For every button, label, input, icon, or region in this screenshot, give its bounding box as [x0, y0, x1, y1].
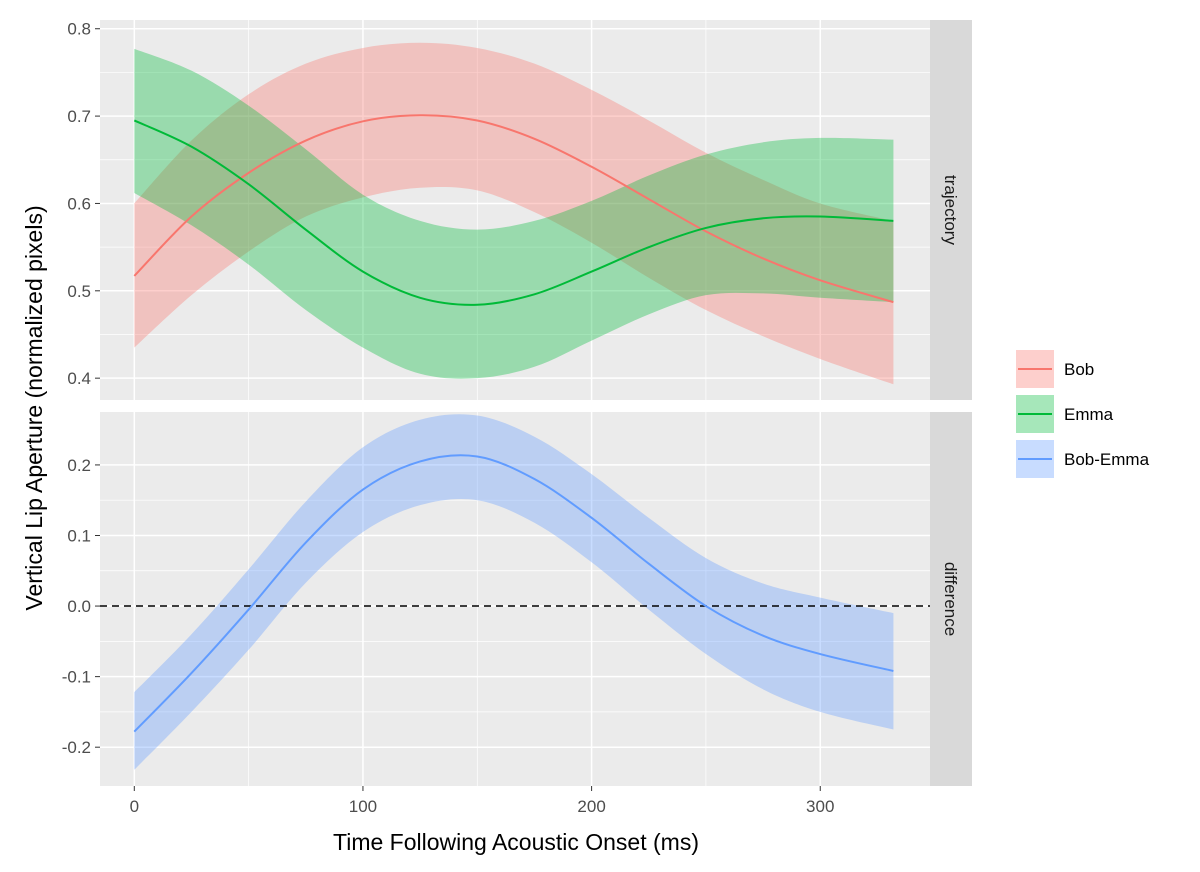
- legend-label: Bob: [1064, 360, 1094, 379]
- facet-strip-label: trajectory: [941, 175, 960, 245]
- chart-panels: 0.4 0.5 0.6 0.7 0.8 trajectory -0.2 -0.1 0.0 0.1 0…: [62, 20, 972, 786]
- x-tick-label: 100: [349, 797, 377, 816]
- y-tick-label: 0.2: [67, 456, 91, 475]
- x-axis: 0 100 200 300: [130, 786, 834, 816]
- facet-strip: [930, 412, 972, 786]
- facet-strip: [930, 20, 972, 400]
- x-tick-label: 200: [577, 797, 605, 816]
- x-tick-label: 0: [130, 797, 139, 816]
- panel-background: [100, 412, 930, 786]
- x-axis-title: Time Following Acoustic Onset (ms): [333, 829, 699, 855]
- ribbon-bob-emma: [134, 414, 894, 770]
- y-tick-label: -0.1: [62, 668, 91, 687]
- y-tick-label: 0.1: [67, 526, 91, 545]
- legend-item-bob: Bob: [1016, 350, 1094, 388]
- y-tick-label: 0.6: [67, 194, 91, 213]
- panel-trajectory: 0.4 0.5 0.6 0.7 0.8 trajectory: [67, 20, 972, 400]
- facet-strip-label: difference: [941, 562, 960, 636]
- ribbon-emma: [134, 48, 894, 379]
- legend-item-bob-emma: Bob-Emma: [1016, 440, 1150, 478]
- y-tick-label: 0.7: [67, 107, 91, 126]
- x-tick-label: 300: [806, 797, 834, 816]
- y-tick-label: 0.0: [67, 597, 91, 616]
- series-line-bob: [133, 114, 894, 304]
- y-tick-label: 0.4: [67, 369, 91, 388]
- series-line-emma: [133, 119, 894, 306]
- y-tick-label: 0.5: [67, 282, 91, 301]
- ribbon-bob: [134, 42, 894, 385]
- y-tick-label: 0.8: [67, 20, 91, 39]
- y-tick-label: -0.2: [62, 738, 91, 757]
- legend-item-emma: Emma: [1016, 395, 1114, 433]
- y-axis-title: Vertical Lip Aperture (normalized pixels…: [21, 205, 47, 610]
- panel-background: [100, 20, 930, 400]
- legend-label: Bob-Emma: [1064, 450, 1150, 469]
- legend-label: Emma: [1064, 405, 1114, 424]
- panel-difference: -0.2 -0.1 0.0 0.1 0.2 difference: [62, 412, 972, 786]
- legend: Bob Emma Bob-Emma: [1016, 350, 1150, 478]
- series-line-bob-emma: [133, 454, 894, 733]
